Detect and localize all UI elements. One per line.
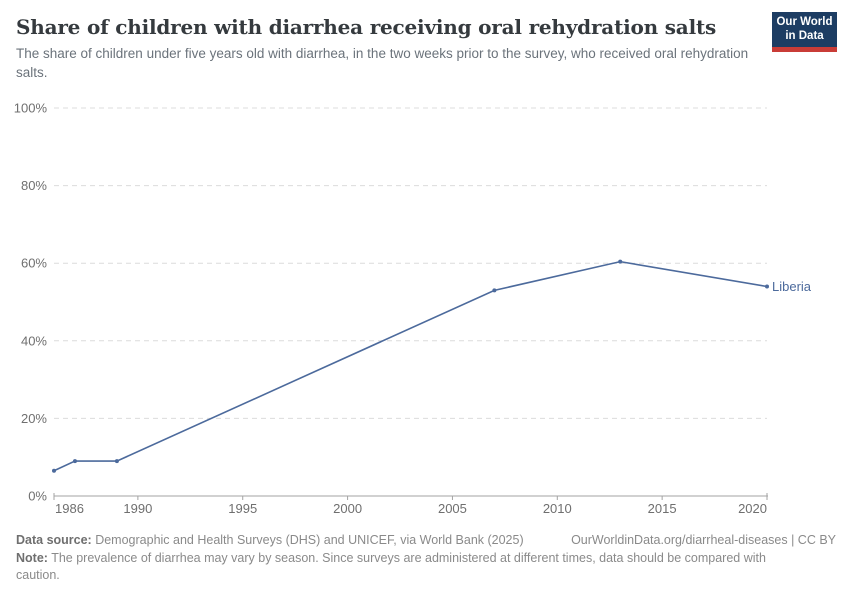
owid-logo-line2: in Data [785,29,824,42]
data-source-text: Demographic and Health Surveys (DHS) and… [91,533,524,547]
data-point-marker[interactable] [52,468,56,473]
data-point-marker[interactable] [114,459,119,464]
data-point-marker[interactable] [72,459,77,464]
owid-cc-link[interactable]: OurWorldinData.org/diarrheal-diseases | … [571,533,836,547]
data-point-marker[interactable] [492,288,497,293]
chart-header: Share of children with diarrhea receivin… [16,14,761,82]
note-label: Note: [16,551,48,565]
data-source-line: Data source: Demographic and Health Surv… [16,532,524,549]
y-axis-tick-label: 100% [14,101,48,116]
x-axis-tick-label: 1995 [228,501,257,516]
y-axis-tick-label: 80% [21,178,47,193]
x-axis-tick-label: 1986 [55,501,84,516]
x-axis-tick-label: 2005 [438,501,467,516]
x-axis-tick-label: 2015 [648,501,677,516]
note-line: Note: The prevalence of diarrhea may var… [16,550,808,584]
owid-logo-line1: Our World [776,16,833,28]
data-point-marker[interactable] [765,284,769,289]
y-axis-tick-label: 60% [21,256,47,271]
x-axis-tick-label: 2020 [738,501,767,516]
chart-footer: Data source: Demographic and Health Surv… [16,532,836,584]
x-axis-tick-label: 2010 [543,501,572,516]
x-axis-tick-label: 2000 [333,501,362,516]
x-axis-tick-label: 1990 [123,501,152,516]
owid-logo[interactable]: Our World in Data [772,12,837,52]
page-title: Share of children with diarrhea receivin… [16,15,717,39]
y-axis-tick-label: 20% [21,411,47,426]
chart-subtitle: The share of children under five years o… [16,46,749,80]
note-text: The prevalence of diarrhea may vary by s… [16,551,766,582]
y-axis-tick-label: 40% [21,333,47,348]
series-label-liberia[interactable]: Liberia [772,279,812,294]
y-axis-tick-label: 0% [28,489,47,504]
data-point-marker[interactable] [618,259,623,264]
data-source-label: Data source: [16,533,92,547]
series-line-liberia[interactable] [53,260,768,472]
